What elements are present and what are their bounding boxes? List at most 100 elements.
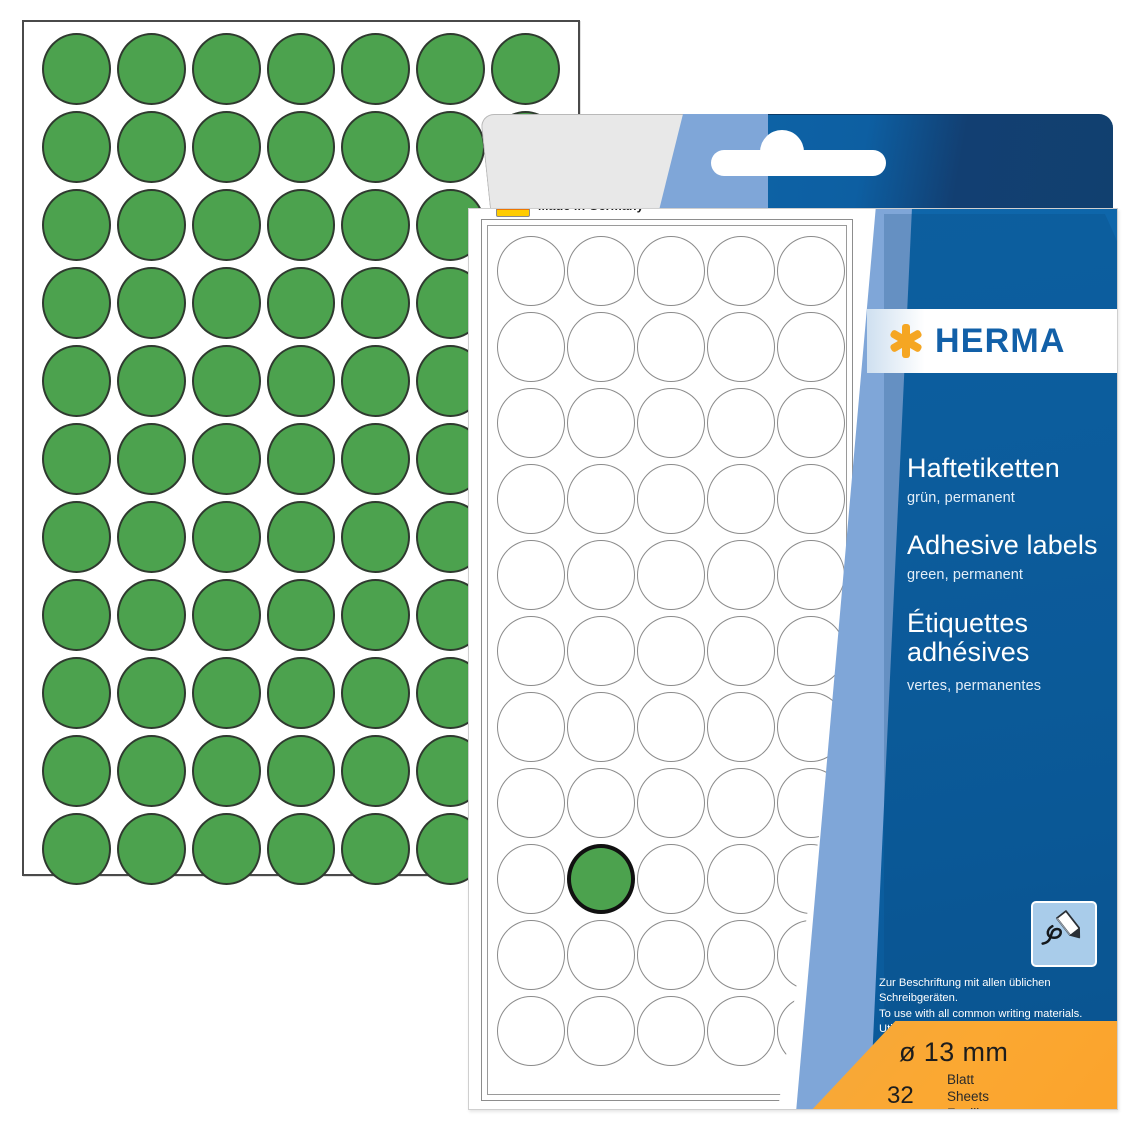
asterisk-icon	[889, 324, 923, 358]
blank-label-dot	[497, 312, 565, 382]
blank-label-dot	[707, 312, 775, 382]
green-label-dot	[191, 267, 261, 339]
blank-label-dot	[637, 616, 705, 686]
blank-label-dot	[567, 996, 635, 1066]
front-label-row	[497, 692, 847, 768]
blank-label-dot	[567, 236, 635, 306]
blank-label-dot	[637, 692, 705, 762]
blank-label-dot	[567, 920, 635, 990]
green-label-dot	[191, 423, 261, 495]
green-label-dot	[42, 813, 111, 885]
front-label-row	[497, 540, 847, 616]
green-label-dot	[191, 33, 261, 105]
green-label-dot	[341, 423, 411, 495]
back-label-row	[42, 345, 566, 423]
green-label-dot	[266, 189, 336, 261]
green-label-dot	[191, 657, 261, 729]
subtitle-french: vertes, permanentes	[907, 678, 1042, 694]
green-label-dot	[266, 579, 336, 651]
subtitle-german: grün, permanent	[907, 490, 1015, 506]
front-label-sheet: Made in Germany	[481, 209, 853, 1101]
product-package: Made in Germany HERMA Haftetiketten grün…	[468, 110, 1118, 1110]
title-french: Étiquettes adhésives	[907, 608, 1030, 668]
german-flag-icon	[496, 209, 530, 217]
blank-label-dot	[637, 540, 705, 610]
blank-label-dot	[707, 996, 775, 1066]
green-label-dot	[341, 735, 411, 807]
blank-label-dot	[777, 464, 845, 534]
blank-label-dot	[707, 844, 776, 914]
green-label-dot	[266, 345, 336, 417]
front-label-row	[497, 844, 847, 920]
made-in-germany-badge: Made in Germany	[496, 209, 650, 218]
green-label-dot	[266, 267, 336, 339]
blank-label-dot	[497, 464, 565, 534]
green-label-dot	[266, 111, 336, 183]
front-label-row	[497, 312, 847, 388]
sheets-label-fr: Feuilles	[947, 1105, 994, 1109]
pen-writing-icon	[1031, 901, 1097, 967]
front-label-row	[497, 236, 847, 312]
green-label-dot	[42, 345, 111, 417]
blank-label-dot	[497, 996, 565, 1066]
front-label-row	[497, 464, 847, 540]
blank-label-dot	[567, 388, 635, 458]
title-english: Adhesive labels	[907, 530, 1098, 560]
made-in-germany-label: Made in Germany	[538, 209, 644, 213]
blank-label-dot	[637, 920, 705, 990]
blank-label-dot	[567, 540, 635, 610]
blank-label-dot	[497, 692, 565, 762]
front-label-row	[497, 768, 847, 844]
green-label-dot	[42, 33, 111, 105]
blank-label-dot	[777, 388, 845, 458]
green-label-dot	[266, 33, 336, 105]
front-label-row	[497, 616, 847, 692]
green-label-dot	[266, 423, 336, 495]
front-label-row	[497, 388, 847, 464]
sheets-label-en: Sheets	[947, 1089, 990, 1104]
green-label-dot	[42, 501, 111, 573]
sheets-count: 32	[887, 1082, 914, 1109]
green-label-dot	[491, 33, 561, 105]
blank-label-dot	[637, 312, 705, 382]
green-label-dot	[191, 579, 261, 651]
green-label-dot	[116, 657, 186, 729]
herma-logo-bar: HERMA	[867, 309, 1117, 373]
green-label-dot	[416, 33, 486, 105]
subtitle-english: green, permanent	[907, 567, 1024, 583]
blank-label-dot	[637, 236, 705, 306]
green-label-dot	[116, 267, 186, 339]
blank-label-dot	[637, 996, 705, 1066]
front-label-grid	[497, 236, 847, 1072]
euro-hang-slot	[711, 150, 886, 176]
green-label-dot	[42, 111, 111, 183]
blank-label-dot	[497, 616, 565, 686]
green-label-dot	[341, 111, 411, 183]
green-label-dot	[116, 189, 186, 261]
green-label-dot	[116, 579, 186, 651]
green-label-dot	[341, 345, 411, 417]
blank-label-dot	[497, 768, 565, 838]
blank-label-dot	[707, 768, 775, 838]
back-label-row	[42, 33, 566, 111]
package-header-tab	[468, 110, 1118, 220]
title-french-line2: adhésives	[907, 637, 1030, 668]
blank-label-dot	[567, 616, 635, 686]
blank-label-dot	[707, 692, 775, 762]
green-label-dot	[341, 189, 411, 261]
green-label-dot	[341, 267, 411, 339]
green-label-dot	[191, 111, 261, 183]
usage-note-de: Zur Beschriftung mit allen üblichen Schr…	[879, 977, 1051, 1005]
green-label-dot	[266, 657, 336, 729]
blank-label-dot	[567, 464, 635, 534]
green-label-dot	[42, 267, 111, 339]
blank-label-dot	[637, 844, 706, 914]
blank-label-dot	[707, 236, 775, 306]
blank-label-dot	[497, 388, 565, 458]
blank-label-dot	[497, 236, 565, 306]
blank-label-dot	[777, 540, 845, 610]
title-french-line1: Étiquettes	[907, 608, 1029, 638]
green-label-dot	[42, 423, 111, 495]
green-label-dot	[42, 579, 111, 651]
